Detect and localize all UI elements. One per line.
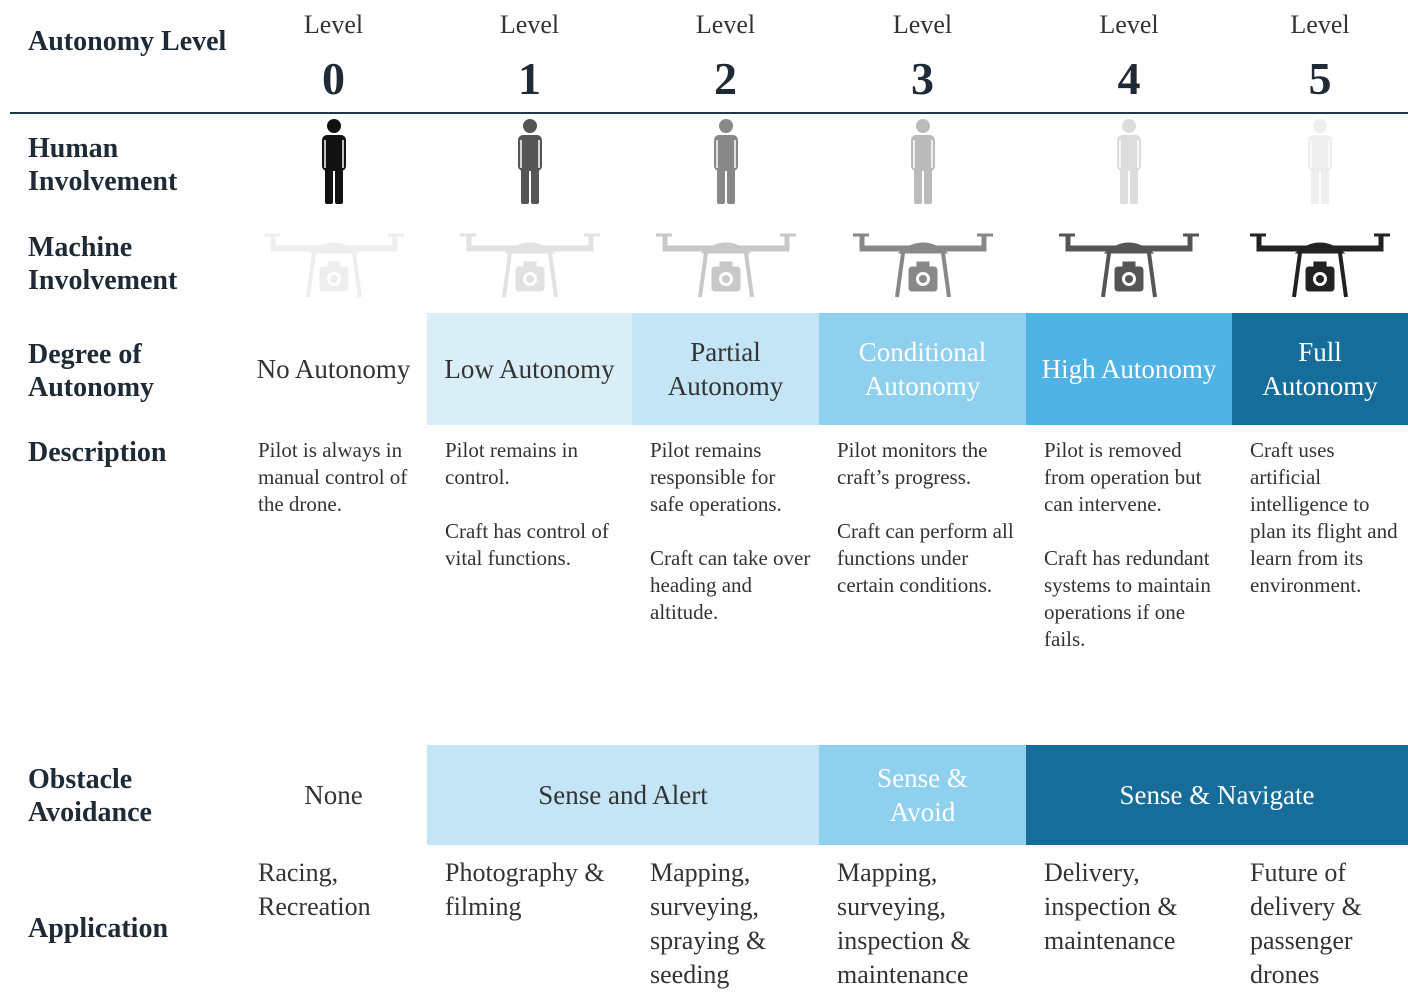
- degree-cell: High Autonomy: [1026, 313, 1232, 425]
- row-label: Obstacle Avoidance: [28, 764, 152, 828]
- level-number: 2: [714, 53, 737, 104]
- description-text: Pilot remains in control.: [445, 438, 578, 489]
- degree-cell: Low Autonomy: [427, 313, 632, 425]
- application: Future of delivery & passenger drones: [1250, 858, 1362, 989]
- description: Pilot is always in manual control of the…: [258, 437, 419, 545]
- obstacle-cell: Sense & Avoid: [819, 745, 1026, 845]
- row-label: Human Involvement: [28, 133, 178, 197]
- drone-icon: [1250, 233, 1390, 298]
- level-label: Level: [1290, 10, 1350, 39]
- level-number: 0: [322, 53, 345, 104]
- description-text: Craft can take over heading and altitude…: [650, 546, 811, 624]
- description-text: Pilot monitors the craft’s progress.: [837, 438, 988, 489]
- degree-cell: Partial Autonomy: [632, 313, 819, 425]
- level-label: Level: [892, 10, 953, 39]
- row-label: Autonomy Level: [28, 26, 227, 57]
- person-icon: [321, 119, 346, 204]
- description-text: Craft has redundant systems to maintain …: [1044, 546, 1211, 651]
- description-text: Craft can perform all functions under ce…: [837, 519, 1014, 597]
- description-text: Pilot remains responsible for safe opera…: [650, 438, 782, 516]
- drone-icon: [1059, 233, 1199, 298]
- header-rule: [10, 112, 1408, 114]
- obstacle-cell: Sense & Navigate: [1026, 745, 1408, 845]
- row-label: Machine Involvement: [28, 232, 178, 296]
- description: Pilot is removed from operation but can …: [1044, 437, 1224, 680]
- level-label: Level: [499, 10, 560, 39]
- application: Mapping, surveying, inspection & mainten…: [837, 858, 971, 989]
- level-label: Level: [303, 10, 364, 39]
- level-number: 4: [1117, 53, 1141, 104]
- application: Racing, Recreation: [258, 858, 371, 921]
- description: Craft uses artificial intelligence to pl…: [1250, 437, 1400, 626]
- person-icon: [517, 119, 542, 204]
- level-number: 1: [518, 53, 541, 104]
- application: Mapping, surveying, spraying & seeding: [650, 858, 767, 989]
- row-label: Degree of Autonomy: [28, 339, 155, 403]
- obstacle-cell: Sense and Alert: [427, 745, 819, 845]
- description-text: Pilot is removed from operation but can …: [1044, 438, 1202, 516]
- description-text: Craft has control of vital functions.: [445, 519, 609, 570]
- obstacle-cell: None: [304, 780, 363, 810]
- description: Pilot remains in control. Craft has contr…: [445, 437, 624, 599]
- degree-cell: Conditional Autonomy: [819, 313, 1026, 425]
- person-icon: [910, 119, 935, 204]
- degree-cell: Full Autonomy: [1232, 313, 1408, 425]
- drone-icon: [852, 233, 993, 298]
- level-number: 3: [911, 53, 934, 104]
- description: Pilot remains responsible for safe opera…: [650, 437, 811, 653]
- row-label: Description: [28, 437, 167, 468]
- application: Delivery, inspection & maintenance: [1044, 858, 1178, 955]
- level-label: Level: [1099, 10, 1159, 39]
- person-icon: [713, 119, 738, 204]
- drone-icon: [459, 233, 600, 298]
- drone-icon: [263, 233, 404, 298]
- person-icon: [1308, 119, 1332, 204]
- drone-icon: [655, 233, 796, 298]
- person-icon: [1117, 119, 1141, 204]
- description-text: Craft uses artificial intelligence to pl…: [1250, 438, 1398, 597]
- application: Photography & filming: [445, 858, 605, 921]
- level-number: 5: [1308, 53, 1332, 104]
- description: Pilot monitors the craft’s progress. Craf…: [837, 437, 1018, 626]
- description-text: Pilot is always in manual control of the…: [258, 438, 408, 516]
- degree-cell: No Autonomy: [256, 354, 411, 384]
- row-label: Application: [28, 913, 169, 944]
- level-label: Level: [695, 10, 756, 39]
